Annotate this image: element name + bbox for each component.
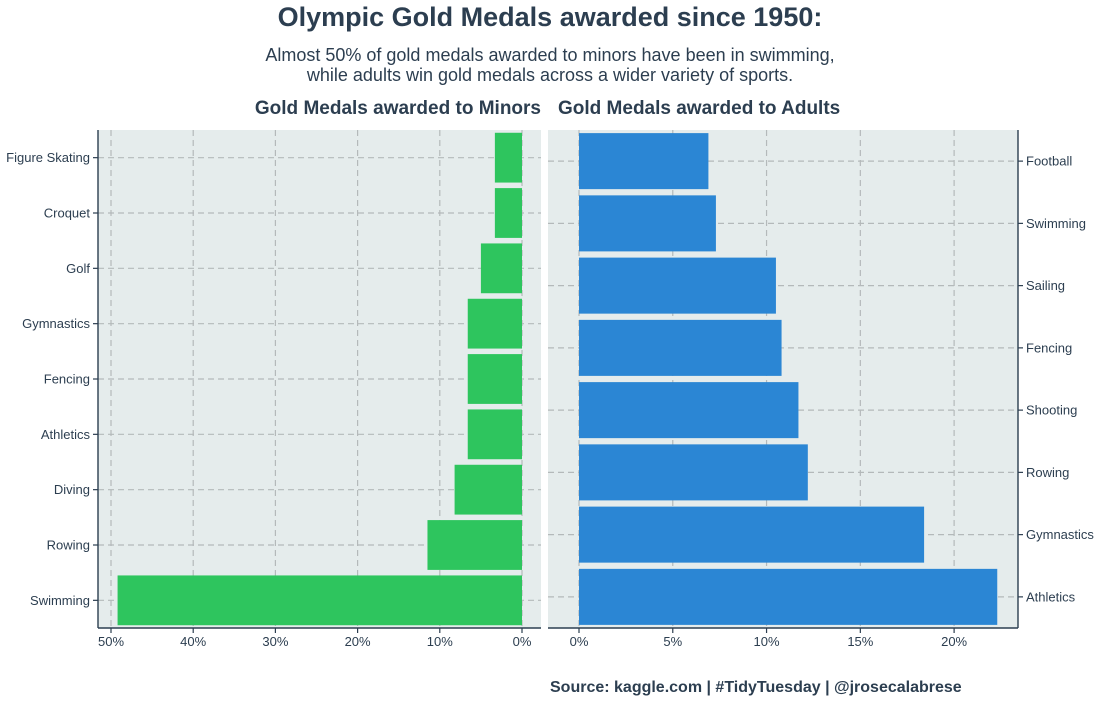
minors-bar-golf <box>480 243 522 294</box>
adults-bar-fencing <box>579 319 782 376</box>
minors-category-label-croquet: Croquet <box>44 206 91 221</box>
adults-x-tick-label-2: 10% <box>754 634 780 649</box>
minors-x-tick-label-1: 40% <box>180 634 206 649</box>
adults-bar-swimming <box>579 195 716 252</box>
adults-category-label-shooting: Shooting <box>1026 403 1077 418</box>
adults-x-tick-label-4: 20% <box>941 634 967 649</box>
subtitle-line-1: Almost 50% of gold medals awarded to min… <box>265 45 835 65</box>
minors-panel: Figure Skating Croquet Golf Gymnastics Fenci… <box>6 130 541 649</box>
adults-bar-athletics <box>579 568 998 625</box>
adults-category-label-gymnastics: Gymnastics <box>1026 527 1094 542</box>
adults-category-label-football: Football <box>1026 154 1072 169</box>
adults-bar-sailing <box>579 257 776 314</box>
minors-bar-figure-skating <box>494 132 522 183</box>
adults-x-tick-label-0: 0% <box>570 634 589 649</box>
minors-category-label-golf: Golf <box>66 261 90 276</box>
minors-category-label-figure-skating: Figure Skating <box>6 150 90 165</box>
minors-bar-athletics <box>467 409 522 460</box>
minors-x-tick-label-2: 30% <box>262 634 288 649</box>
chart-subtitle: Almost 50% of gold medals awarded to min… <box>0 45 1100 85</box>
adults-panel: Football Swimming Sailing Fencing Shooting Ro… <box>548 130 1094 649</box>
subtitle-line-2: while adults win gold medals across a wi… <box>306 65 794 85</box>
minors-x-tick-label-4: 10% <box>427 634 453 649</box>
adults-category-label-rowing: Rowing <box>1026 465 1069 480</box>
adults-category-label-athletics: Athletics <box>1026 589 1076 604</box>
adults-category-label-sailing: Sailing <box>1026 278 1065 293</box>
minors-bar-rowing <box>427 520 522 570</box>
minors-bar-diving <box>454 464 522 515</box>
minors-x-tick-label-0: 50% <box>98 634 124 649</box>
adults-panel-title: Gold Medals awarded to Adults <box>558 98 841 119</box>
minors-bar-gymnastics <box>467 298 522 349</box>
minors-bar-swimming <box>117 575 523 626</box>
adults-bar-rowing <box>579 444 808 501</box>
adults-x-tick-label-1: 5% <box>663 634 682 649</box>
minors-category-label-diving: Diving <box>54 482 90 497</box>
minors-category-label-athletics: Athletics <box>41 427 91 442</box>
minors-x-tick-label-5: 0% <box>513 634 532 649</box>
adults-category-label-fencing: Fencing <box>1026 340 1072 355</box>
minors-category-label-rowing: Rowing <box>47 538 90 553</box>
minors-bar-fencing <box>467 354 522 404</box>
minors-x-tick-label-3: 20% <box>345 634 371 649</box>
minors-category-label-gymnastics: Gymnastics <box>22 316 90 331</box>
minors-bar-croquet <box>494 188 522 238</box>
source-caption: Source: kaggle.com | #TidyTuesday | @jro… <box>550 679 962 696</box>
adults-x-tick-label-3: 15% <box>847 634 873 649</box>
minors-category-label-fencing: Fencing <box>44 372 90 387</box>
adults-bar-football <box>579 133 709 190</box>
adults-bar-shooting <box>579 382 799 439</box>
adults-bar-gymnastics <box>579 506 925 563</box>
minors-category-label-swimming: Swimming <box>30 593 90 608</box>
minors-panel-title: Gold Medals awarded to Minors <box>254 98 541 119</box>
adults-category-label-swimming: Swimming <box>1026 216 1086 231</box>
chart-title: Olympic Gold Medals awarded since 1950: <box>277 2 823 32</box>
